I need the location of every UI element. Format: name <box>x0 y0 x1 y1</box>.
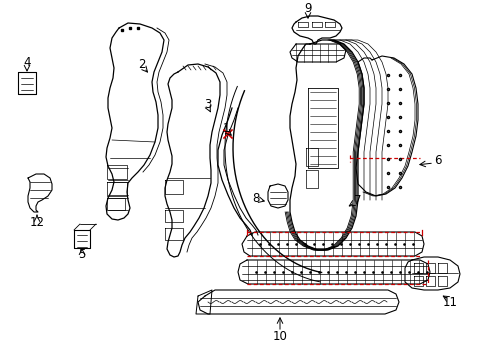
Polygon shape <box>307 88 337 168</box>
Polygon shape <box>355 56 417 196</box>
Text: 3: 3 <box>204 99 211 112</box>
Text: 7: 7 <box>353 194 361 207</box>
Polygon shape <box>297 22 307 27</box>
Polygon shape <box>106 23 163 220</box>
Polygon shape <box>164 210 183 222</box>
Text: 9: 9 <box>304 3 311 15</box>
Polygon shape <box>242 232 423 256</box>
Text: 11: 11 <box>442 296 457 309</box>
Text: 8: 8 <box>252 192 259 204</box>
Polygon shape <box>291 16 341 44</box>
Polygon shape <box>28 174 52 212</box>
Polygon shape <box>305 148 317 166</box>
Polygon shape <box>289 40 363 250</box>
Polygon shape <box>311 22 321 27</box>
Polygon shape <box>425 263 434 273</box>
Polygon shape <box>74 230 90 248</box>
Polygon shape <box>404 257 459 290</box>
Polygon shape <box>289 44 346 62</box>
Polygon shape <box>238 260 429 284</box>
Polygon shape <box>196 290 212 314</box>
Text: 10: 10 <box>272 329 287 342</box>
Text: 2: 2 <box>138 58 145 71</box>
Text: 12: 12 <box>29 216 44 229</box>
Polygon shape <box>107 198 125 210</box>
Polygon shape <box>164 180 183 194</box>
Polygon shape <box>107 182 127 196</box>
Polygon shape <box>413 276 422 286</box>
Polygon shape <box>437 263 446 273</box>
Polygon shape <box>305 170 317 188</box>
Polygon shape <box>437 276 446 286</box>
Text: 6: 6 <box>433 154 441 167</box>
Text: 5: 5 <box>78 248 85 261</box>
Polygon shape <box>164 228 183 240</box>
Text: 4: 4 <box>23 57 31 69</box>
Polygon shape <box>107 165 127 179</box>
Text: 1: 1 <box>222 122 229 135</box>
Polygon shape <box>18 72 36 94</box>
Polygon shape <box>198 290 398 314</box>
Polygon shape <box>164 64 220 257</box>
Polygon shape <box>413 263 422 273</box>
Polygon shape <box>425 276 434 286</box>
Polygon shape <box>267 184 287 208</box>
Polygon shape <box>325 22 334 27</box>
